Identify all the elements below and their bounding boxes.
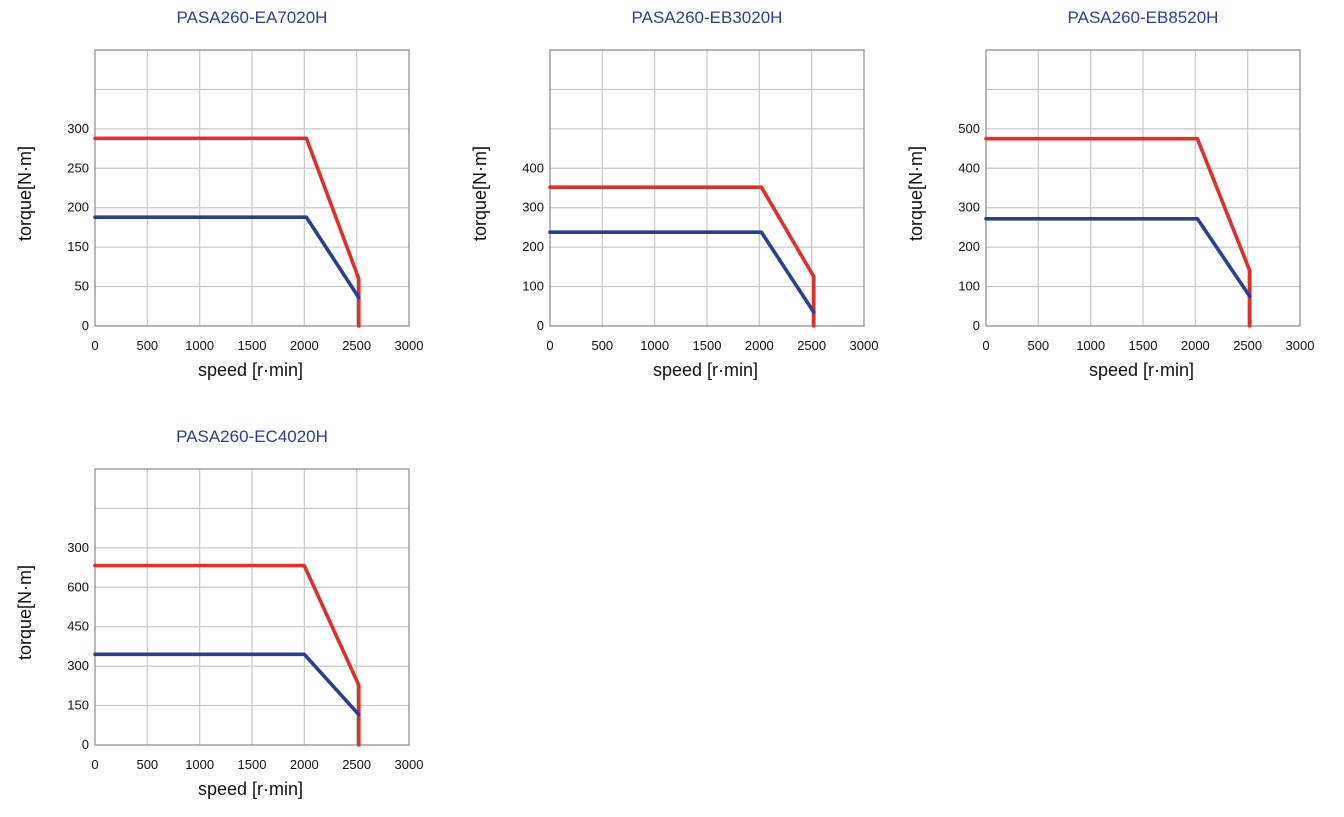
x-tick-label: 500 [136,757,158,772]
x-tick-label: 1000 [1076,338,1105,353]
x-tick-label: 2500 [342,757,371,772]
y-tick-label: 300 [67,540,89,555]
x-tick-label: 500 [136,338,158,353]
x-tick-label: 2500 [797,338,826,353]
x-tick-label: 0 [982,338,989,353]
x-tick-label: 3000 [395,338,424,353]
rated-torque-line [984,217,1252,299]
y-axis-label: torque[N·m] [470,145,491,242]
x-tick-label: 2000 [745,338,774,353]
x-tick-label: 1500 [238,338,267,353]
x-tick-label: 500 [591,338,613,353]
x-tick-label: 1000 [640,338,669,353]
rated-torque-line [93,652,361,717]
y-axis-label: torque[N·m] [15,564,36,661]
rated-torque-line [548,230,816,315]
x-tick-label: 3000 [850,338,879,353]
rated-torque-line [93,215,361,300]
chart-title: PASA260-EB8520H [1067,8,1219,27]
y-tick-label: 200 [522,239,544,254]
x-tick-label: 1500 [238,757,267,772]
y-tick-label: 450 [67,619,89,634]
y-tick-label: 300 [958,200,980,215]
y-tick-label: 0 [82,737,89,752]
y-tick-label: 300 [522,200,544,215]
chart-plot: 0 100 200 300 400 500 0 500 1000 1500 2000 2500 3000 [958,49,1315,353]
y-axis-label: torque[N·m] [15,145,36,242]
chart-panel-eb8520h: PASA260-EB8520H 0 100 200 300 400 500 0 500 1000… [891,8,1331,398]
y-tick-label: 200 [67,200,89,215]
y-tick-label: 150 [67,698,89,713]
chart-panel-eb3020h: PASA260-EB3020H 0 100 200 300 400 0 500 1000 150… [455,8,895,398]
x-tick-label: 2000 [1181,338,1210,353]
y-tick-label: 0 [537,318,544,333]
x-tick-label: 2500 [342,338,371,353]
plot-frame [94,49,410,327]
x-axis-label: speed [r·min] [1089,360,1195,380]
x-axis-label: speed [r·min] [198,779,304,799]
x-tick-label: 3000 [1286,338,1315,353]
x-tick-label: 2500 [1233,338,1262,353]
y-tick-label: 100 [522,279,544,294]
x-tick-label: 2000 [290,338,319,353]
x-tick-label: 0 [91,338,98,353]
y-tick-label: 250 [67,160,89,175]
x-tick-label: 1000 [185,757,214,772]
x-axis-label: speed [r·min] [653,360,759,380]
chart-title: PASA260-EB3020H [631,8,783,27]
y-tick-label: 150 [67,239,89,254]
chart-title: PASA260-EA7020H [176,8,328,27]
y-axis-label: torque[N·m] [906,145,927,242]
y-tick-label: 400 [522,160,544,175]
x-tick-label: 2000 [290,757,319,772]
x-tick-label: 3000 [395,757,424,772]
chart-panel-ec4020h: PASA260-EC4020H 0 150 300 450 600 300 0 500 1000… [0,427,440,817]
peak-torque-line [984,136,1252,328]
y-tick-label: 200 [958,239,980,254]
x-tick-label: 0 [91,757,98,772]
y-tick-label: 300 [67,121,89,136]
x-tick-label: 1500 [693,338,722,353]
chart-plot: 0 100 200 300 400 0 500 1000 1500 2000 2500 3000 [522,49,879,353]
y-tick-label: 300 [67,658,89,673]
x-axis-label: speed [r·min] [198,360,304,380]
peak-torque-line [548,185,816,328]
y-tick-label: 400 [958,160,980,175]
x-tick-label: 1000 [185,338,214,353]
chart-panel-ea7020h: PASA260-EA7020H 0 50 150 200 250 300 0 500 1000 1… [0,8,440,398]
y-tick-label: 500 [958,121,980,136]
x-tick-label: 500 [1027,338,1049,353]
x-tick-label: 0 [546,338,553,353]
y-tick-label: 100 [958,279,980,294]
y-tick-label: 0 [82,318,89,333]
y-tick-label: 50 [75,279,89,294]
plot-frame [985,49,1301,327]
y-tick-label: 600 [67,579,89,594]
peak-torque-line [93,136,361,328]
x-tick-label: 1500 [1129,338,1158,353]
y-tick-label: 0 [973,318,980,333]
plot-frame [94,468,410,746]
chart-title: PASA260-EC4020H [176,427,328,446]
